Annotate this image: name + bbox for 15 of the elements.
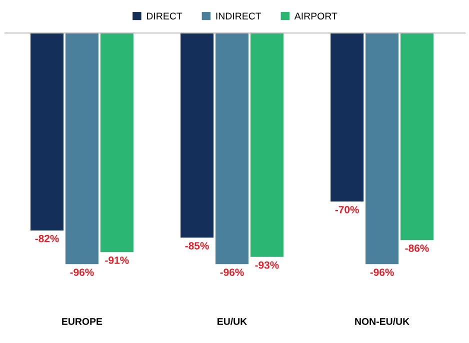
x-tick-label: EU/UK [218,318,248,326]
data-label: -82% [35,234,59,242]
data-label: -91% [105,256,129,264]
data-label: -93% [255,261,279,269]
data-label: -96% [70,268,94,276]
x-tick-label: EUROPE [62,318,102,325]
legend-label: DIRECT [146,12,182,20]
data-label: -96% [220,268,244,276]
data-label: -96% [370,268,394,276]
data-label: -70% [335,206,359,214]
x-tick-label: NON-EU/UK [355,318,410,326]
legend-label: AIRPORT [294,12,338,20]
data-label: -86% [405,244,429,252]
legend-label: INDIRECT [216,12,262,20]
data-label: -85% [185,242,209,250]
